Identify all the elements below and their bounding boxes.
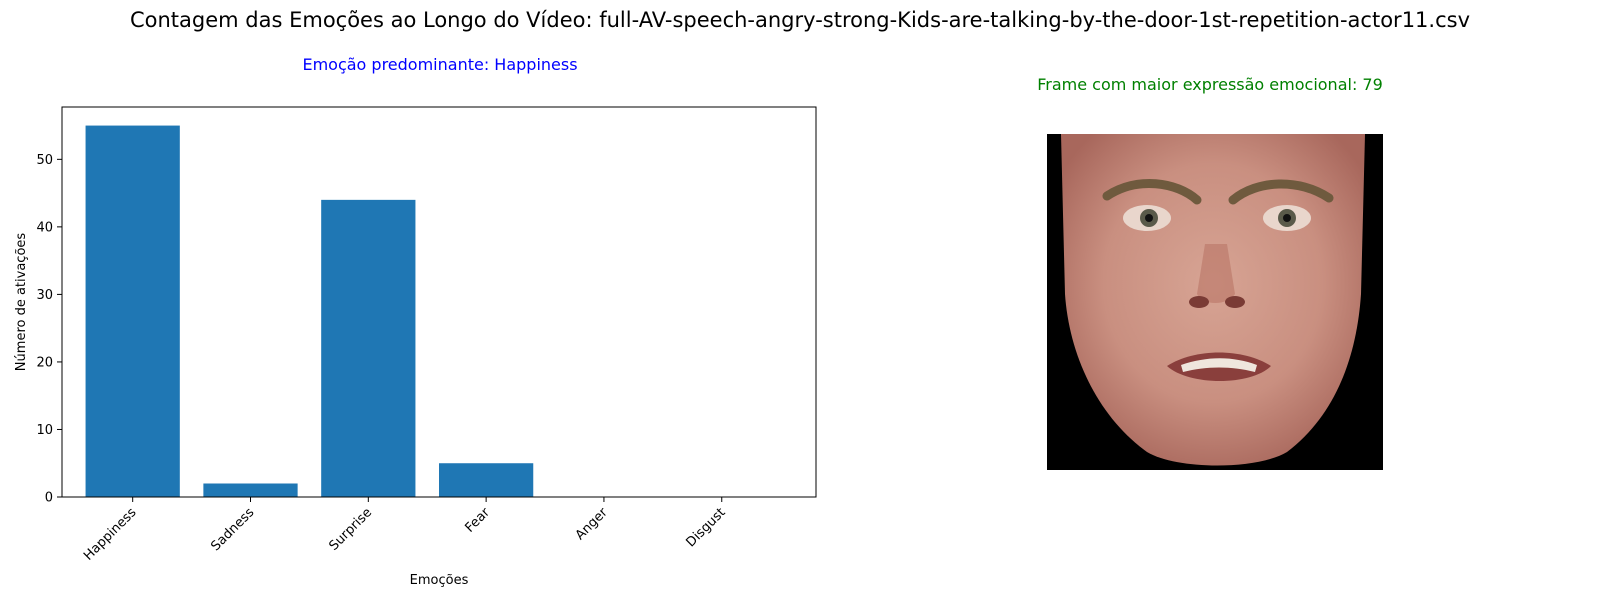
x-tick-label: Surprise bbox=[326, 505, 375, 554]
x-tick-label: Anger bbox=[573, 505, 611, 543]
bar-surprise bbox=[321, 199, 416, 497]
y-axis-label: Número de ativações bbox=[14, 233, 29, 372]
bar-fear bbox=[439, 463, 534, 497]
emotion-bar-chart: Happiness Sadness Surprise Fear Anger Disgust… bbox=[14, 106, 817, 588]
plot-frame bbox=[61, 106, 817, 498]
y-tick-label: 20 bbox=[36, 355, 53, 370]
bar-happiness bbox=[85, 125, 180, 498]
x-tick-label: Disgust bbox=[683, 505, 728, 550]
y-tick-label: 0 bbox=[45, 491, 53, 506]
y-tick-label: 50 bbox=[36, 153, 53, 168]
bar-sadness bbox=[203, 483, 298, 497]
y-tick-label: 10 bbox=[36, 423, 53, 438]
predominant-emotion-label: Emoção predominante: Happiness bbox=[302, 55, 578, 74]
y-tick-label: 40 bbox=[36, 220, 53, 235]
face-frame-image bbox=[1047, 134, 1383, 470]
y-tick-label: 30 bbox=[36, 288, 53, 303]
chart-main-title: Contagem das Emoções ao Longo do Vídeo: … bbox=[129, 8, 1471, 32]
top-frame-label: Frame com maior expressão emocional: 79 bbox=[1037, 75, 1383, 94]
x-axis-label: Emoções bbox=[410, 573, 469, 588]
x-tick-label: Fear bbox=[462, 505, 493, 536]
x-tick-label: Sadness bbox=[208, 505, 257, 554]
x-tick-label: Happiness bbox=[81, 505, 140, 564]
face-photo-icon bbox=[1047, 134, 1383, 470]
